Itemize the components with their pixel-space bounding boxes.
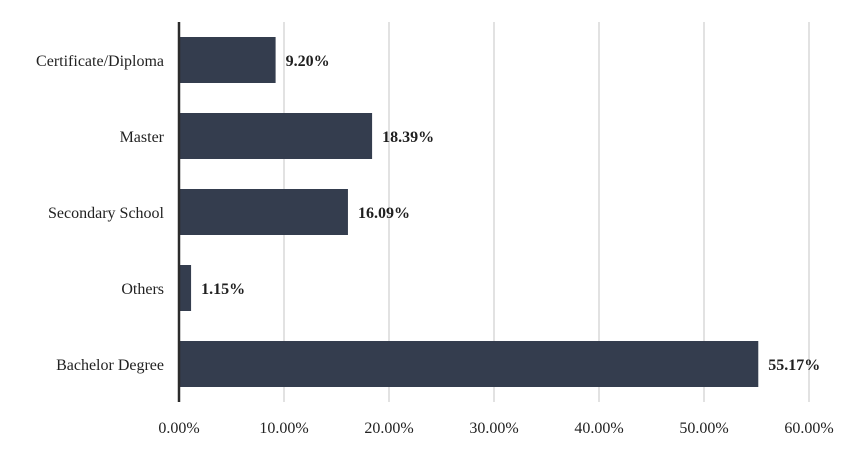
x-tick-label-5: 50.00%: [679, 420, 728, 437]
data-label-1: 18.39%: [382, 129, 434, 146]
category-label-1: Master: [120, 129, 165, 146]
category-label-0: Certificate/Diploma: [36, 53, 164, 70]
bar-1: [179, 113, 373, 159]
bar-0: [179, 37, 276, 83]
x-tick-label-4: 40.00%: [574, 420, 623, 437]
category-label-3: Others: [121, 281, 164, 298]
x-tick-labels: 0.00% 10.00% 20.00% 30.00% 40.00% 50.00% 60.00…: [158, 420, 833, 437]
category-label-4: Bachelor Degree: [56, 357, 164, 374]
x-tick-label-6: 60.00%: [784, 420, 833, 437]
category-labels: Certificate/Diploma Master Secondary Schoo…: [36, 53, 165, 374]
gridlines: [283, 22, 810, 402]
data-label-2: 16.09%: [358, 205, 410, 222]
data-label-4: 55.17%: [768, 357, 820, 374]
x-tick-label-3: 30.00%: [469, 420, 518, 437]
bar-2: [179, 189, 348, 235]
data-labels: 9.20% 18.39% 16.09% 1.15% 55.17%: [201, 53, 820, 374]
x-tick-label-2: 20.00%: [364, 420, 413, 437]
bars: [179, 37, 759, 387]
x-tick-label-1: 10.00%: [259, 420, 308, 437]
data-label-3: 1.15%: [201, 281, 245, 298]
category-label-2: Secondary School: [48, 205, 165, 222]
bar-3: [179, 265, 192, 311]
data-label-0: 9.20%: [286, 53, 330, 70]
bar-4: [179, 341, 759, 387]
x-tick-label-0: 0.00%: [158, 420, 199, 437]
